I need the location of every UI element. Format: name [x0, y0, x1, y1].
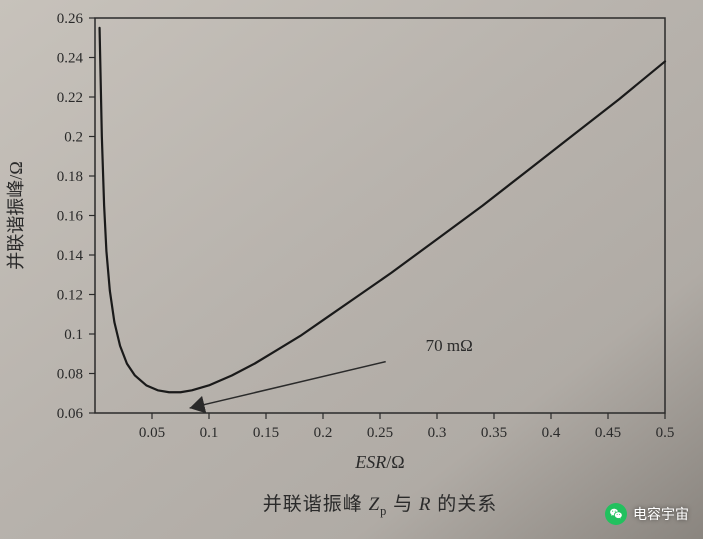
x-tick-label: 0.3	[428, 425, 447, 441]
y-tick-label: 0.1	[64, 327, 83, 343]
y-tick-label: 0.2	[64, 130, 83, 146]
x-tick-label: 0.25	[367, 425, 393, 441]
y-axis-label: 并联谐振峰/Ω	[6, 161, 26, 269]
watermark: 电容宇宙	[605, 503, 689, 525]
y-tick-label: 0.08	[57, 367, 83, 383]
y-tick-label: 0.26	[57, 11, 84, 27]
x-tick-label: 0.35	[481, 425, 507, 441]
y-tick-label: 0.24	[57, 51, 84, 67]
watermark-text: 电容宇宙	[633, 504, 689, 524]
x-tick-label: 0.15	[253, 425, 279, 441]
x-axis-label: ESR/Ω	[354, 452, 404, 472]
y-tick-label: 0.16	[57, 209, 84, 225]
y-tick-label: 0.12	[57, 288, 83, 304]
y-tick-label: 0.14	[57, 248, 84, 264]
wechat-icon	[605, 503, 627, 525]
chart-container: 0.05 0.1 0.15 0.2 0.25 0.3 0.35 0.4 0.45 0.5 0.06 0…	[0, 0, 703, 539]
y-tick-label: 0.22	[57, 90, 83, 106]
x-tick-label: 0.4	[542, 425, 561, 441]
x-tick-label: 0.05	[139, 425, 165, 441]
x-tick-label: 0.1	[200, 425, 219, 441]
chart-caption: 并联谐振峰 Zp 与 R 的关系	[263, 493, 497, 518]
y-tick-label: 0.18	[57, 169, 83, 185]
y-tick-label: 0.06	[57, 406, 84, 422]
chart-svg: 0.05 0.1 0.15 0.2 0.25 0.3 0.35 0.4 0.45 0.5 0.06 0…	[0, 0, 703, 539]
x-tick-label: 0.2	[314, 425, 333, 441]
x-tick-label: 0.5	[656, 425, 675, 441]
x-tick-label: 0.45	[595, 425, 621, 441]
annotation-text: 70 mΩ	[426, 336, 473, 355]
